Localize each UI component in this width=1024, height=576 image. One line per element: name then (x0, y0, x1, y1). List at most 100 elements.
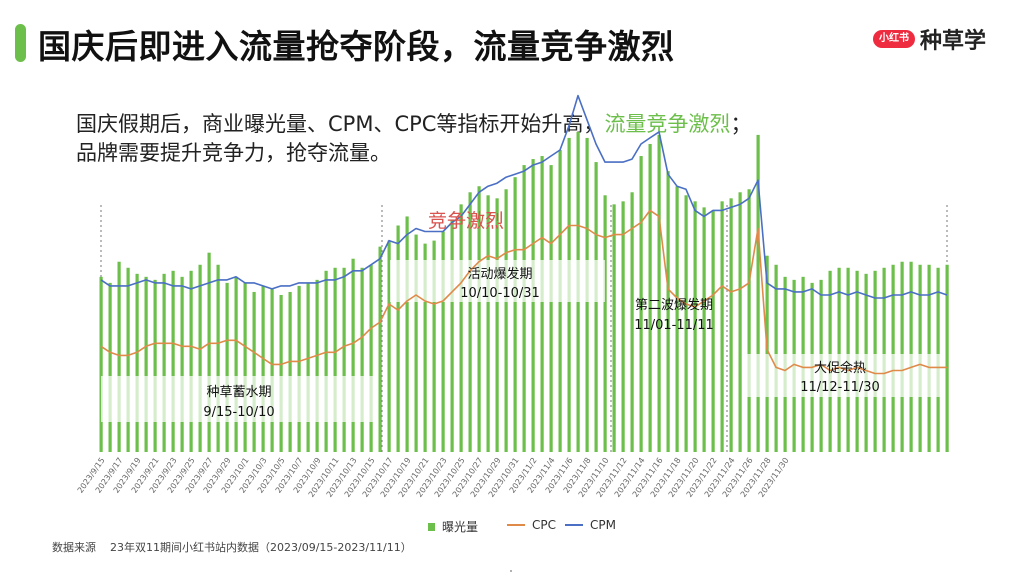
bar-impressions (459, 204, 463, 452)
legend-bar-swatch (428, 522, 435, 531)
bar-impressions (405, 216, 409, 452)
bar-impressions (594, 162, 598, 452)
bar-impressions (333, 267, 337, 452)
bar-impressions (180, 276, 184, 452)
phase-label: 大促余热 (814, 360, 866, 376)
bar-impressions (135, 273, 139, 452)
bar-impressions (252, 291, 256, 452)
data-source: 数据来源 23年双11期间小红书站内数据（2023/09/15-2023/11/1… (52, 539, 426, 555)
bar-impressions (234, 276, 238, 452)
bar-impressions (495, 198, 499, 452)
bar-impressions (207, 252, 211, 452)
bar-impressions (342, 267, 346, 452)
bar-impressions (441, 231, 445, 452)
bar-impressions (675, 186, 679, 453)
bar-impressions (765, 255, 769, 452)
legend-item-cpc: CPC (507, 518, 556, 532)
bar-impressions (153, 279, 157, 452)
bar-impressions (351, 258, 355, 452)
legend-label: 曝光量 (442, 520, 479, 534)
xiaohongshu-logo: 小红书 (872, 30, 915, 48)
bar-impressions (684, 195, 688, 453)
subtitle: 国庆假期后，商业曝光量、CPM、CPC等指标开始升高，流量竞争激烈； 品牌需要提… (76, 110, 751, 168)
bar-impressions (369, 264, 373, 452)
bar-impressions (396, 225, 400, 452)
bar-impressions (693, 201, 697, 452)
bar-impressions (630, 192, 634, 452)
bar-impressions (324, 270, 328, 452)
bar-impressions (711, 210, 715, 452)
legend-line-swatch (565, 524, 583, 526)
bar-impressions (99, 276, 103, 452)
bar-impressions (450, 219, 454, 452)
subtitle-line-1: 国庆假期后，商业曝光量、CPM、CPC等指标开始升高，流量竞争激烈； (76, 110, 751, 139)
line-cpm (100, 94, 948, 299)
subtitle-text: 国庆假期后，商业曝光量、CPM、CPC等指标开始升高， (76, 112, 605, 136)
bar-impressions (288, 291, 292, 452)
bar-impressions (378, 246, 382, 452)
bar-impressions (549, 165, 553, 452)
bar-impressions (297, 285, 301, 452)
bar-impressions (126, 267, 130, 452)
bar-impressions (261, 285, 265, 452)
bar-impressions (270, 288, 274, 452)
phase-label: 11/12-11/30 (800, 380, 880, 395)
bar-impressions (189, 270, 193, 452)
bar-impressions (945, 264, 949, 452)
source-label: 数据来源 (52, 541, 96, 554)
line-cpc (100, 209, 947, 375)
legend-label: CPC (532, 518, 556, 532)
bar-impressions (702, 207, 706, 452)
title-accent-bar (15, 24, 26, 62)
bar-impressions (243, 282, 247, 452)
bar-impressions (531, 159, 535, 452)
bar-impressions (486, 195, 490, 453)
subtitle-highlight: 流量竞争激烈 (604, 112, 731, 136)
bar-impressions (621, 201, 625, 452)
phase-label: 第二波爆发期 (635, 297, 713, 313)
legend-item-cpm: CPM (565, 518, 616, 532)
phase-label: 活动爆发期 (467, 266, 532, 282)
bar-impressions (225, 282, 229, 452)
bar-impressions (306, 282, 310, 452)
bar-impressions (729, 198, 733, 452)
bar-impressions (657, 134, 661, 452)
phase-label: 9/15-10/10 (203, 405, 274, 420)
bar-impressions (108, 282, 112, 452)
bar-impressions (423, 243, 427, 452)
bar-impressions (315, 279, 319, 452)
bar-impressions (360, 267, 364, 452)
legend-item-impressions: 曝光量 (428, 518, 478, 535)
bar-impressions (756, 134, 760, 452)
bar-impressions (198, 264, 202, 452)
bar-impressions (432, 240, 436, 452)
legend-line-swatch (507, 524, 525, 526)
bar-impressions (279, 294, 283, 452)
subtitle-line-2: 品牌需要提升竞争力，抢夺流量。 (76, 141, 391, 165)
bar-impressions (117, 261, 121, 452)
bar-impressions (603, 195, 607, 453)
legend-label: CPM (590, 518, 616, 532)
bar-impressions (747, 189, 751, 452)
bar-impressions (162, 273, 166, 452)
bar-impressions (738, 192, 742, 452)
bar-impressions (504, 189, 508, 452)
annotation-competition: 竞争激烈 (428, 210, 504, 232)
bar-impressions (171, 270, 175, 452)
phase-label: 11/01-11/11 (634, 318, 714, 333)
bar-impressions (144, 276, 148, 452)
page-dot (510, 570, 512, 572)
source-text: 23年双11期间小红书站内数据（2023/09/15-2023/11/11） (110, 541, 412, 554)
brand: 小红书 种草学 (872, 23, 986, 55)
phase-box-seeding (101, 376, 377, 422)
bar-impressions (648, 143, 652, 452)
page-title: 国庆后即进入流量抢夺阶段，流量竞争激烈 (38, 27, 675, 66)
bar-impressions (666, 171, 670, 452)
bar-impressions (387, 240, 391, 452)
phase-box-aftermath (742, 354, 944, 397)
phase-label: 10/10-10/31 (460, 286, 540, 301)
bar-impressions (477, 186, 481, 453)
bar-impressions (639, 156, 643, 453)
phase-box-burst (390, 260, 605, 302)
